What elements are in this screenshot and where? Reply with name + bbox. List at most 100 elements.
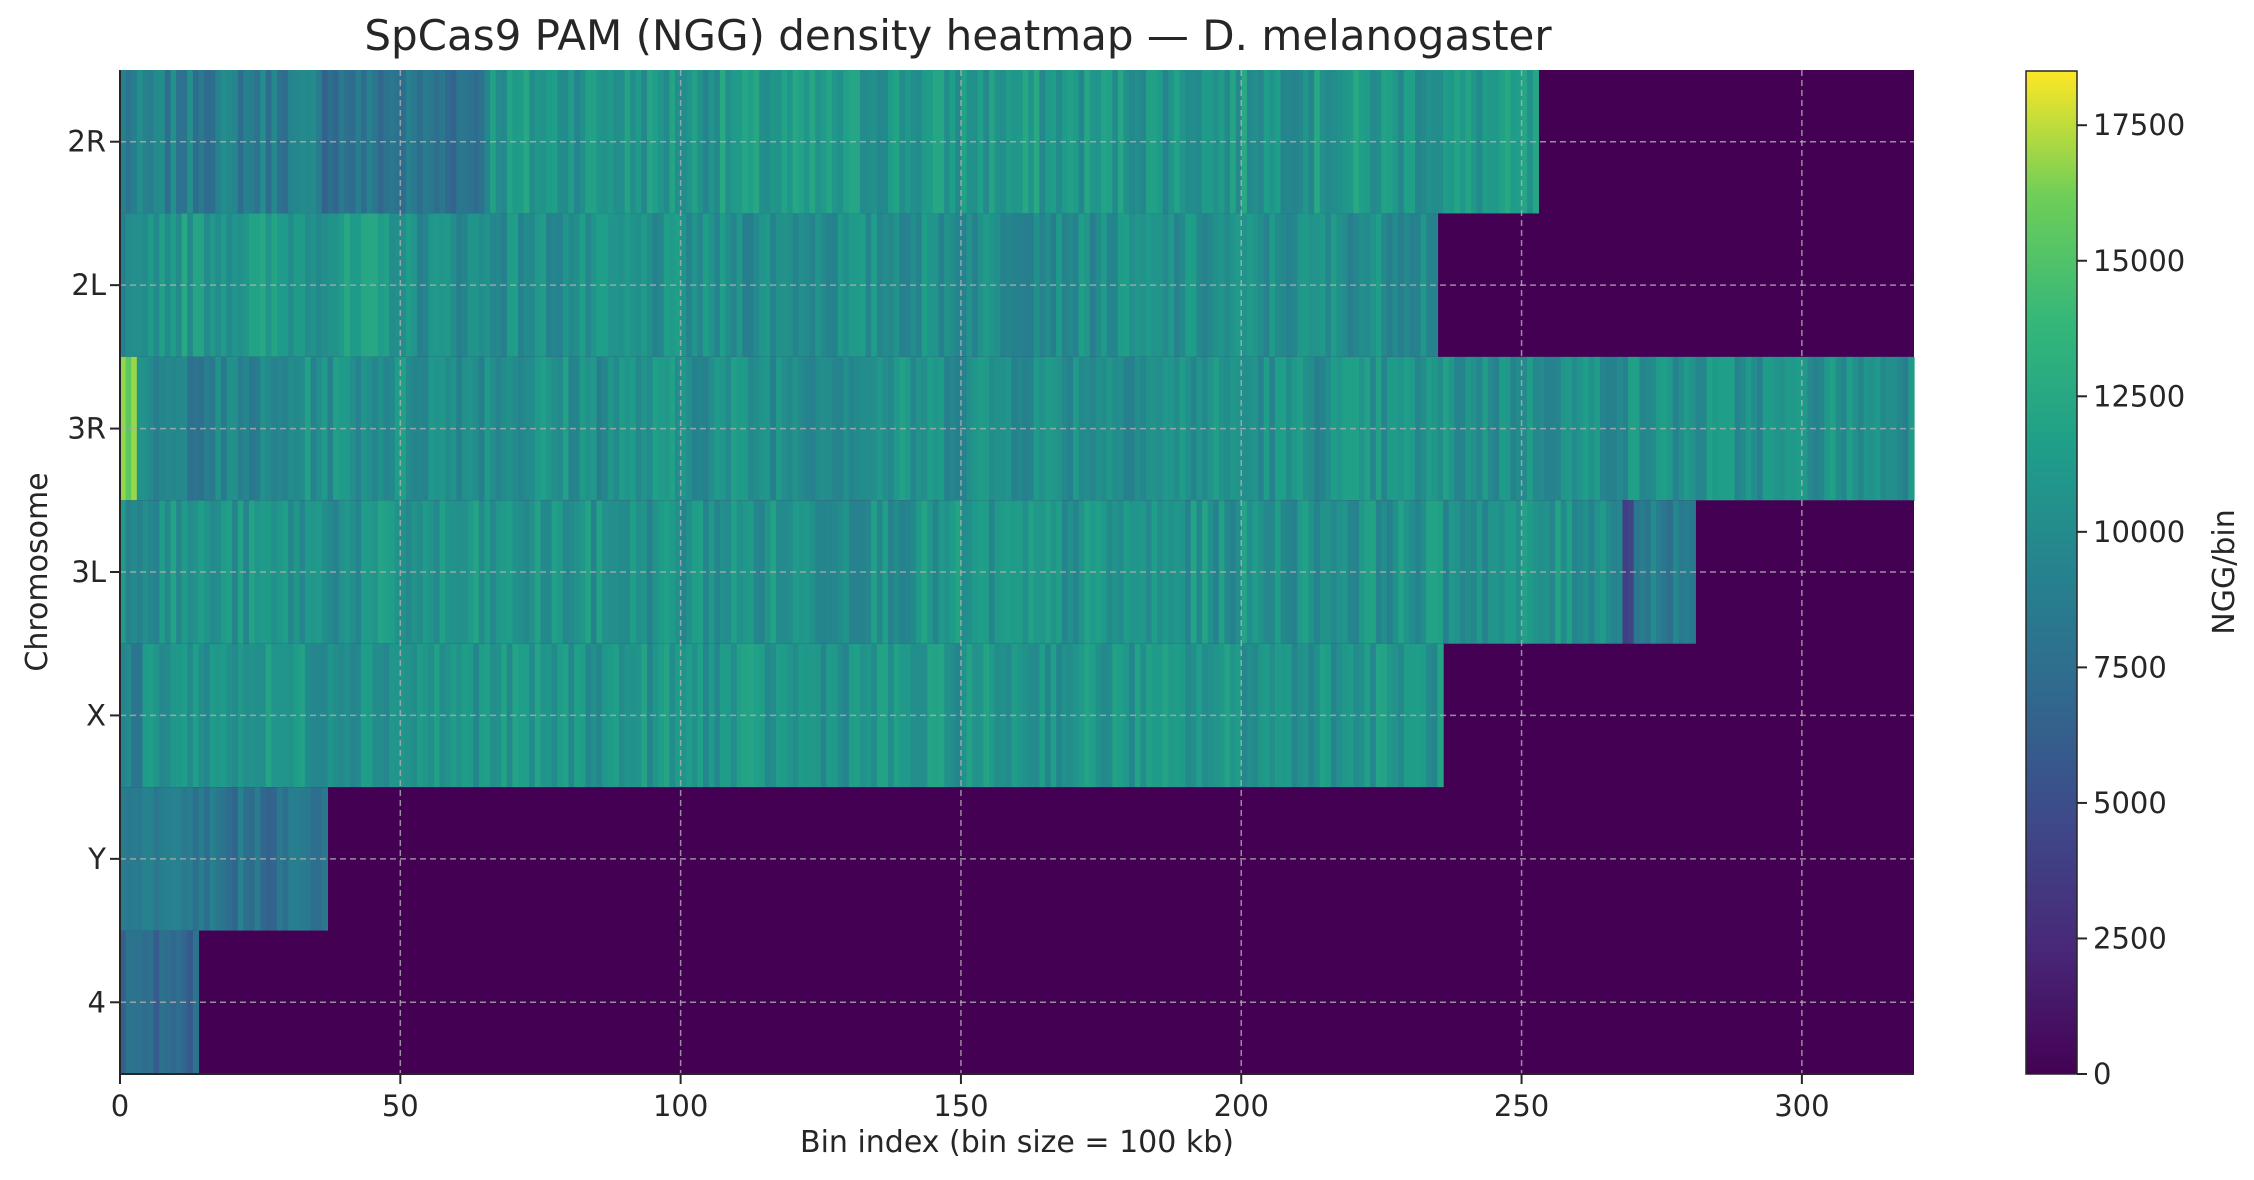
- heatmap-cell: [865, 70, 872, 214]
- heatmap-cell: [484, 70, 491, 214]
- heatmap-cell: [893, 356, 900, 501]
- heatmap-cell: [445, 70, 452, 214]
- heatmap-cell: [506, 643, 514, 788]
- heatmap-cell: [344, 213, 351, 358]
- heatmap-cell: [1213, 643, 1220, 788]
- heatmap-cell: [305, 500, 312, 645]
- heatmap-cell: [1005, 500, 1012, 645]
- heatmap-cell: [125, 930, 132, 1075]
- heatmap-cell: [1173, 643, 1181, 788]
- heatmap-cell: [1095, 213, 1102, 358]
- heatmap-cell: [1415, 643, 1422, 788]
- heatmap-cell: [1813, 356, 1820, 501]
- heatmap-cell: [826, 643, 833, 788]
- heatmap-cell: [1734, 356, 1741, 501]
- heatmap-cell: [613, 213, 620, 358]
- x-tick-label: 0: [111, 1089, 129, 1123]
- heatmap-cell: [1493, 500, 1500, 645]
- heatmap-cell: [164, 70, 172, 214]
- heatmap-cell: [1106, 643, 1113, 788]
- heatmap-cell: [1515, 70, 1523, 214]
- heatmap-cell: [1286, 500, 1293, 645]
- heatmap-cell: [1033, 643, 1041, 788]
- colorbar-tick-label: 15000: [2093, 244, 2185, 278]
- heatmap-cell: [1336, 500, 1343, 645]
- heatmap-cell: [983, 500, 990, 645]
- heatmap-cell: [1515, 500, 1523, 645]
- heatmap-cell: [1375, 356, 1383, 501]
- heatmap-cell: [663, 356, 671, 501]
- heatmap-cell: [176, 356, 183, 501]
- heatmap-cell: [663, 500, 671, 645]
- heatmap-cell: [136, 70, 144, 214]
- heatmap-cell: [1224, 500, 1231, 645]
- heatmap-cell: [125, 643, 132, 788]
- heatmap-cell: [433, 500, 441, 645]
- heatmap-cell: [1196, 356, 1203, 501]
- heatmap-cell: [764, 213, 771, 358]
- heatmap-cell: [355, 70, 362, 214]
- heatmap-cell: [876, 70, 884, 214]
- heatmap-cell: [753, 213, 760, 358]
- heatmap-cell: [865, 356, 872, 501]
- heatmap-cell: [1302, 643, 1310, 788]
- heatmap-cell: [1723, 356, 1730, 501]
- heatmap-cell: [405, 213, 413, 358]
- heatmap-cell: [1246, 643, 1254, 788]
- heatmap-cell: [944, 500, 951, 645]
- heatmap-cell: [1246, 70, 1254, 214]
- heatmap-cell: [775, 213, 783, 358]
- heatmap-cell: [1504, 70, 1511, 214]
- heatmap-cell: [265, 500, 272, 645]
- heatmap-cell: [254, 356, 261, 501]
- heatmap-cell: [1426, 356, 1433, 501]
- heatmap-cell: [1286, 356, 1293, 501]
- heatmap-cell: [136, 787, 144, 932]
- colorbar-tick-label: 0: [2093, 1057, 2111, 1091]
- heatmap-cell: [904, 643, 912, 788]
- heatmap-cell: [333, 356, 340, 501]
- heatmap-cell: [1656, 500, 1663, 645]
- heatmap-cell: [932, 500, 940, 645]
- heatmap-cell: [815, 70, 822, 214]
- heatmap-cell: [333, 213, 340, 358]
- heatmap-cell: [932, 213, 940, 358]
- heatmap-cell: [1566, 356, 1573, 501]
- heatmap-cell: [1773, 356, 1781, 501]
- heatmap-cell: [1353, 70, 1360, 214]
- heatmap-cell: [703, 70, 710, 214]
- heatmap-cell: [944, 70, 951, 214]
- heatmap-cell: [1302, 356, 1310, 501]
- heatmap-cell: [574, 70, 581, 214]
- heatmap-cell: [1134, 213, 1141, 358]
- heatmap-cell: [955, 70, 962, 214]
- heatmap-cell: [1145, 70, 1153, 214]
- heatmap-cell: [624, 356, 631, 501]
- heatmap-cell: [176, 500, 183, 645]
- heatmap-cell: [1616, 500, 1624, 645]
- heatmap-cell: [1364, 70, 1371, 214]
- heatmap-cell: [506, 213, 514, 358]
- heatmap-cell: [843, 500, 850, 645]
- heatmap-cell: [876, 213, 884, 358]
- heatmap-cell: [843, 356, 850, 501]
- heatmap-cell: [1415, 70, 1422, 214]
- heatmap-cell: [125, 787, 132, 932]
- heatmap-cell: [254, 500, 261, 645]
- heatmap-cell: [1504, 356, 1511, 501]
- heatmap-cell: [994, 356, 1001, 501]
- heatmap-cell: [725, 213, 732, 358]
- heatmap-cell: [506, 500, 514, 645]
- heatmap-cell: [1106, 213, 1113, 358]
- heatmap-cell: [534, 213, 542, 358]
- heatmap-cell: [1033, 213, 1041, 358]
- heatmap-cell: [1045, 500, 1052, 645]
- x-tick-label: 100: [653, 1089, 708, 1123]
- heatmap-cell: [1224, 213, 1231, 358]
- colorbar-tick-label: 10000: [2093, 515, 2185, 549]
- heatmap-cell: [955, 500, 962, 645]
- heatmap-cell: [725, 643, 732, 788]
- heatmap-cell: [983, 356, 990, 501]
- heatmap-cell: [1835, 356, 1842, 501]
- heatmap-cell: [1426, 500, 1433, 645]
